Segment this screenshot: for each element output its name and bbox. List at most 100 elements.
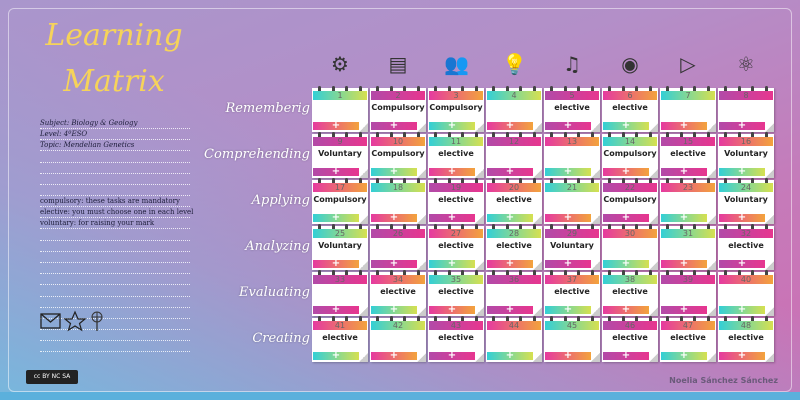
task-card[interactable]: 40 + — [718, 270, 774, 316]
task-card[interactable]: 6 elective + — [602, 86, 658, 132]
plus-icon[interactable]: + — [487, 259, 533, 269]
plus-icon[interactable]: + — [545, 167, 591, 177]
plus-icon[interactable]: + — [371, 305, 417, 315]
task-card[interactable]: 26 + — [370, 224, 426, 270]
plus-icon[interactable]: + — [545, 305, 591, 315]
star-icon[interactable] — [63, 310, 87, 332]
task-card[interactable]: 9 Voluntary + — [312, 132, 368, 178]
task-card[interactable]: 11 elective + — [428, 132, 484, 178]
task-card[interactable]: 41 elective + — [312, 316, 368, 362]
plus-icon[interactable]: + — [487, 121, 533, 131]
task-card[interactable]: 31 + — [660, 224, 716, 270]
task-card[interactable]: 15 elective + — [660, 132, 716, 178]
plus-icon[interactable]: + — [661, 259, 707, 269]
task-card[interactable]: 22 Compulsory + — [602, 178, 658, 224]
plus-icon[interactable]: + — [719, 121, 765, 131]
plus-icon[interactable]: + — [719, 351, 765, 361]
plus-icon[interactable]: + — [429, 167, 475, 177]
task-card[interactable]: 42 + — [370, 316, 426, 362]
task-card[interactable]: 1 + — [312, 86, 368, 132]
plus-icon[interactable]: + — [719, 305, 765, 315]
plus-icon[interactable]: + — [661, 351, 707, 361]
task-card[interactable]: 20 elective + — [486, 178, 542, 224]
plus-icon[interactable]: + — [313, 305, 359, 315]
plus-icon[interactable]: + — [313, 121, 359, 131]
plus-icon[interactable]: + — [429, 213, 475, 223]
plus-icon[interactable]: + — [371, 351, 417, 361]
plus-icon[interactable]: + — [429, 351, 475, 361]
task-card[interactable]: 48 elective + — [718, 316, 774, 362]
plus-icon[interactable]: + — [603, 121, 649, 131]
task-card[interactable]: 21 + — [544, 178, 600, 224]
task-card[interactable]: 36 + — [486, 270, 542, 316]
task-card[interactable]: 10 Compulsory + — [370, 132, 426, 178]
task-card[interactable]: 5 elective + — [544, 86, 600, 132]
plus-icon[interactable]: + — [371, 213, 417, 223]
plus-icon[interactable]: + — [603, 259, 649, 269]
envelope-icon[interactable] — [40, 313, 61, 329]
plus-icon[interactable]: + — [661, 213, 707, 223]
plus-icon[interactable]: + — [429, 259, 475, 269]
task-card[interactable]: 18 + — [370, 178, 426, 224]
task-card[interactable]: 37 elective + — [544, 270, 600, 316]
plus-icon[interactable]: + — [603, 213, 649, 223]
task-card[interactable]: 16 Voluntary + — [718, 132, 774, 178]
plus-icon[interactable]: + — [487, 167, 533, 177]
task-card[interactable]: 25 Voluntary + — [312, 224, 368, 270]
task-card[interactable]: 4 + — [486, 86, 542, 132]
task-card[interactable]: 35 elective + — [428, 270, 484, 316]
plus-icon[interactable]: + — [313, 213, 359, 223]
task-card[interactable]: 2 Compulsory + — [370, 86, 426, 132]
plus-icon[interactable]: + — [545, 213, 591, 223]
task-card[interactable]: 33 + — [312, 270, 368, 316]
task-card[interactable]: 27 elective + — [428, 224, 484, 270]
plus-icon[interactable]: + — [603, 351, 649, 361]
task-card[interactable]: 34 elective + — [370, 270, 426, 316]
plus-icon[interactable]: + — [545, 121, 591, 131]
task-card[interactable]: 3 Compulsory + — [428, 86, 484, 132]
task-card[interactable]: 38 elective + — [602, 270, 658, 316]
task-card[interactable]: 12 + — [486, 132, 542, 178]
plus-icon[interactable]: + — [545, 351, 591, 361]
plus-icon[interactable]: + — [603, 305, 649, 315]
cc-license-badge[interactable]: cc BY NC SA — [26, 370, 78, 384]
plus-icon[interactable]: + — [661, 121, 707, 131]
plus-icon[interactable]: + — [719, 213, 765, 223]
plus-icon[interactable]: + — [545, 259, 591, 269]
task-card[interactable]: 7 + — [660, 86, 716, 132]
plus-icon[interactable]: + — [371, 259, 417, 269]
plus-icon[interactable]: + — [429, 121, 475, 131]
plus-icon[interactable]: + — [313, 259, 359, 269]
task-card[interactable]: 46 elective + — [602, 316, 658, 362]
plus-icon[interactable]: + — [487, 351, 533, 361]
task-card[interactable]: 45 + — [544, 316, 600, 362]
task-card[interactable]: 17 Compulsory + — [312, 178, 368, 224]
plus-icon[interactable]: + — [371, 121, 417, 131]
task-card[interactable]: 23 + — [660, 178, 716, 224]
plus-icon[interactable]: + — [603, 167, 649, 177]
plus-icon[interactable]: + — [661, 305, 707, 315]
task-card[interactable]: 28 elective + — [486, 224, 542, 270]
task-card[interactable]: 32 elective + — [718, 224, 774, 270]
plus-icon[interactable]: + — [487, 305, 533, 315]
task-card[interactable]: 47 elective + — [660, 316, 716, 362]
task-card[interactable]: 30 + — [602, 224, 658, 270]
plus-icon[interactable]: + — [371, 167, 417, 177]
task-card[interactable]: 39 + — [660, 270, 716, 316]
task-card[interactable]: 14 Compulsory + — [602, 132, 658, 178]
task-card[interactable]: 29 Voluntary + — [544, 224, 600, 270]
task-card[interactable]: 19 elective + — [428, 178, 484, 224]
pinwheel-icon[interactable] — [91, 311, 103, 331]
task-card[interactable]: 44 + — [486, 316, 542, 362]
task-card[interactable]: 43 elective + — [428, 316, 484, 362]
plus-icon[interactable]: + — [487, 213, 533, 223]
task-card[interactable]: 13 + — [544, 132, 600, 178]
plus-icon[interactable]: + — [313, 351, 359, 361]
plus-icon[interactable]: + — [661, 167, 707, 177]
plus-icon[interactable]: + — [313, 167, 359, 177]
plus-icon[interactable]: + — [429, 305, 475, 315]
task-card[interactable]: 8 + — [718, 86, 774, 132]
plus-icon[interactable]: + — [719, 167, 765, 177]
task-card[interactable]: 24 Voluntary + — [718, 178, 774, 224]
plus-icon[interactable]: + — [719, 259, 765, 269]
